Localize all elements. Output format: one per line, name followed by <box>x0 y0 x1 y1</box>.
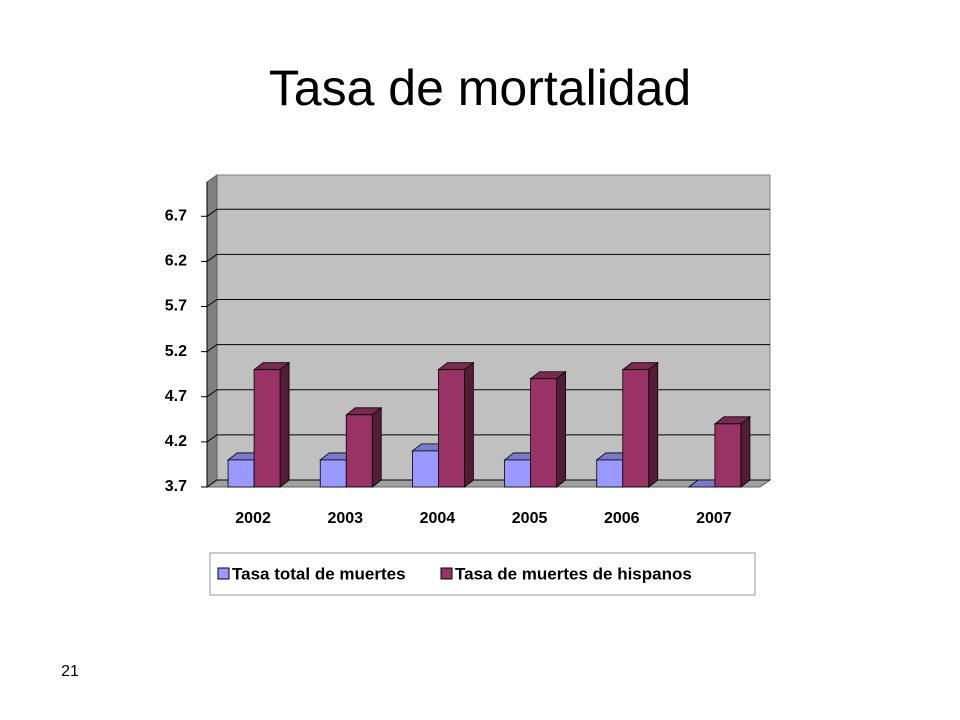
bar-front <box>438 369 465 488</box>
bar-side <box>556 370 566 488</box>
bar-side <box>648 361 659 488</box>
x-tick-label: 2003 <box>327 510 363 527</box>
bar-front <box>530 378 557 488</box>
grid-line <box>206 299 770 307</box>
slide-title: Tasa de mortalidad <box>269 60 691 116</box>
bar-front <box>412 450 439 488</box>
bar <box>252 361 291 488</box>
bar <box>345 406 383 488</box>
grid-line <box>206 253 770 262</box>
bar <box>437 361 475 488</box>
floor <box>205 479 772 488</box>
legend-swatch <box>217 567 230 580</box>
grid-line <box>206 344 770 353</box>
legend-label: Tasa total de muertes <box>232 564 406 583</box>
bar-front <box>504 459 531 488</box>
bar-front <box>319 459 347 488</box>
y-tick-label: 3.7 <box>165 478 187 495</box>
side-wall <box>206 174 218 488</box>
legend-swatch <box>440 567 453 580</box>
bar <box>713 416 752 488</box>
bar-front <box>345 414 373 488</box>
bar-side <box>279 361 290 488</box>
y-tick-label: 5.7 <box>165 298 187 315</box>
legend-label: Tasa de muertes de hispanos <box>455 564 692 583</box>
y-tick-label: 4.2 <box>165 433 187 450</box>
grid-line <box>206 389 770 398</box>
x-tick-label: 2002 <box>235 510 271 527</box>
y-tick-label: 4.7 <box>165 388 187 405</box>
bar-front <box>227 459 255 488</box>
bar-front <box>253 369 281 488</box>
bar <box>621 361 659 488</box>
bar-side <box>464 361 474 488</box>
bar-front <box>622 369 650 488</box>
bar <box>529 370 567 488</box>
x-tick-label: 2006 <box>604 510 640 527</box>
y-tick-label: 5.2 <box>165 343 187 360</box>
x-tick-label: 2005 <box>512 510 548 527</box>
bar-side <box>371 406 382 488</box>
x-tick-label: 2004 <box>420 510 456 527</box>
bar-front <box>596 459 624 488</box>
legend-box <box>209 552 756 596</box>
bar-front <box>714 423 742 488</box>
x-tick-label: 2007 <box>696 510 732 527</box>
bar-side <box>740 416 751 488</box>
grid-line <box>206 208 770 217</box>
back-wall <box>216 174 771 481</box>
grid-line <box>206 479 770 488</box>
page-number: 21 <box>61 663 79 680</box>
grid-line <box>206 434 770 443</box>
y-tick-label: 6.7 <box>165 208 187 225</box>
y-tick-label: 6.2 <box>165 253 187 270</box>
